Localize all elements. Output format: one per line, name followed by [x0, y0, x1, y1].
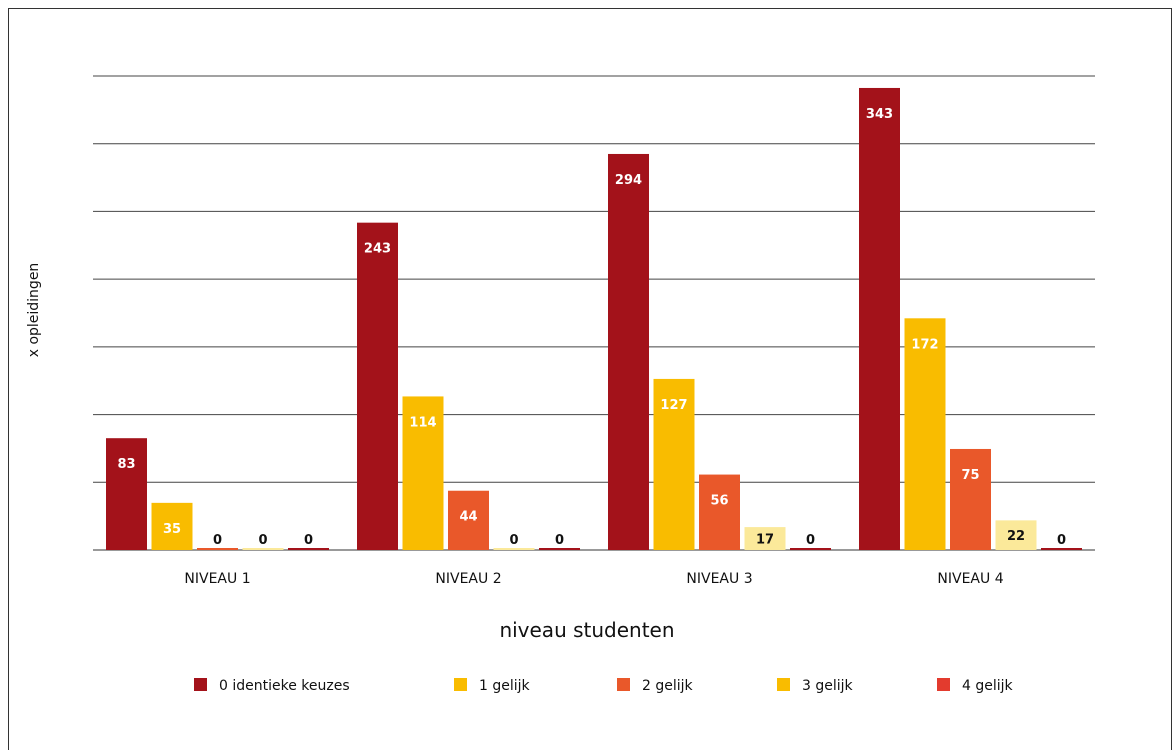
legend-swatch: [617, 678, 630, 691]
legend-swatch: [454, 678, 467, 691]
data-label: 0: [213, 533, 222, 548]
data-label: 75: [961, 468, 979, 483]
bar-1-gelijk-niveau-4: [904, 318, 946, 550]
chart-frame: [8, 8, 1172, 750]
legend: 0 identieke keuzes 1 gelijk 2 gelijk 3 geli…: [194, 678, 1014, 694]
bar-2-gelijk-niveau-3: [699, 474, 740, 550]
data-label: 343: [866, 107, 893, 122]
bar-0-identieke-keuzes-niveau-4: [859, 87, 900, 550]
bar-4-gelijk-niveau-4: [1041, 548, 1082, 550]
legend-label: 1 gelijk: [479, 678, 531, 694]
data-label: 17: [756, 533, 774, 548]
bar-2-gelijk-niveau-4: [950, 448, 991, 550]
bar-0-identieke-keuzes-niveau-3: [608, 153, 649, 550]
data-label: 127: [660, 398, 687, 413]
data-label: 114: [409, 415, 436, 430]
legend-swatch: [937, 678, 950, 691]
x-axis-label: niveau studenten: [499, 618, 674, 642]
data-label: 0: [304, 533, 313, 548]
data-label: 0: [509, 533, 518, 548]
bar-0-identieke-keuzes-niveau-2: [357, 222, 398, 550]
bar-2-gelijk-niveau-2: [448, 490, 489, 550]
bar-4-gelijk-niveau-2: [539, 548, 580, 550]
data-label: 0: [258, 533, 267, 548]
data-label: 243: [364, 242, 391, 257]
x-tick-label: NIVEAU 3: [686, 571, 752, 587]
bar-4-gelijk-niveau-3: [790, 548, 831, 550]
data-label: 22: [1007, 529, 1025, 544]
data-label: 44: [459, 510, 477, 525]
data-label: 172: [911, 337, 938, 352]
x-tick-label: NIVEAU 1: [184, 571, 250, 587]
data-label: 56: [710, 494, 728, 509]
data-label: 83: [117, 457, 135, 472]
x-tick-label: NIVEAU 2: [435, 571, 501, 587]
data-label: 0: [1057, 533, 1066, 548]
bar-0-identieke-keuzes-niveau-1: [106, 438, 147, 550]
bar-1-gelijk-niveau-2: [402, 396, 444, 550]
bar-2-gelijk-niveau-1: [197, 548, 238, 550]
bars: [106, 87, 1082, 550]
bar-1-gelijk-niveau-3: [653, 378, 695, 550]
bar-4-gelijk-niveau-1: [288, 548, 329, 550]
bar-3-gelijk-niveau-2: [493, 548, 535, 550]
x-tick-label: NIVEAU 4: [937, 571, 1003, 587]
data-label: 294: [615, 173, 642, 188]
data-label: 0: [806, 533, 815, 548]
legend-swatch: [777, 678, 790, 691]
legend-swatch: [194, 678, 207, 691]
legend-label: 2 gelijk: [642, 678, 694, 694]
data-label: 0: [555, 533, 564, 548]
legend-label: 0 identieke keuzes: [219, 678, 350, 694]
data-labels: 83 35 0 0 0 243 114 44 0 0 294 127 56 17 0 343 172 75 22 0: [117, 107, 1066, 548]
legend-label: 4 gelijk: [962, 678, 1014, 694]
bar-3-gelijk-niveau-1: [242, 548, 284, 550]
bar-3-gelijk-niveau-4: [995, 520, 1037, 550]
data-label: 35: [163, 522, 181, 537]
x-tick-labels: NIVEAU 1 NIVEAU 2 NIVEAU 3 NIVEAU 4: [184, 571, 1003, 587]
bar-1-gelijk-niveau-1: [151, 502, 193, 550]
bar-3-gelijk-niveau-3: [744, 527, 786, 550]
y-axis-label: x opleidingen: [26, 263, 42, 358]
legend-label: 3 gelijk: [802, 678, 854, 694]
